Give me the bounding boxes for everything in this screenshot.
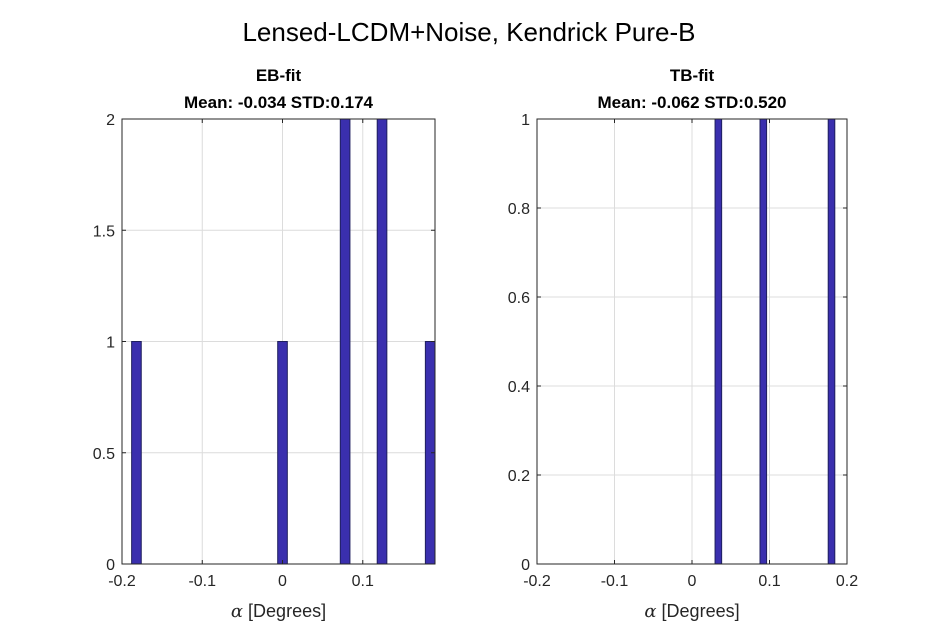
eb-fit-xlabel-text: [Degrees] (243, 601, 326, 621)
tb-fit-xlabel-symbol: α (644, 601, 656, 622)
tb-fit-ytick-label-0: 0 (521, 557, 530, 574)
eb-fit-subtitle: Mean: -0.034 STD:0.174 (184, 93, 374, 112)
eb-fit-ytick-label-0: 0 (106, 557, 115, 574)
tb-fit-ytick-label-5: 1 (521, 112, 530, 129)
tb-fit-ytick-label-3: 0.6 (508, 290, 530, 307)
figure-title: Lensed-LCDM+Noise, Kendrick Pure-B (242, 17, 695, 47)
tb-fit-bar-1 (759, 118, 768, 565)
eb-fit-panel: -0.2 -0.1 0 0.1 0 0.5 1 1.5 2 EB-fit Mean: -0.034 … (93, 66, 436, 622)
tb-fit-xtick-label-3: 0.1 (758, 573, 780, 590)
eb-fit-title: EB-fit (256, 66, 302, 85)
eb-fit-bar-0 (131, 341, 142, 565)
tb-fit-panel: -0.2 -0.1 0 0.1 0.2 0 0.2 0.4 0.6 0.8 1 TB-fit Mean:… (508, 66, 858, 622)
eb-fit-xtick-label-1: -0.1 (188, 573, 216, 590)
tb-fit-bar-0 (714, 118, 723, 565)
tb-fit-subtitle: Mean: -0.062 STD:0.520 (598, 93, 787, 112)
eb-fit-ytick-label-3: 1.5 (93, 223, 115, 240)
tb-fit-title: TB-fit (670, 66, 715, 85)
tb-fit-xlabel-text: [Degrees] (657, 601, 740, 621)
tb-fit-xtick-label-4: 0.2 (836, 573, 858, 590)
eb-fit-xtick-label-2: 0 (278, 573, 287, 590)
eb-fit-xlabel: α [Degrees] (231, 601, 326, 622)
tb-fit-xtick-label-2: 0 (688, 573, 697, 590)
eb-fit-ytick-label-2: 1 (106, 335, 115, 352)
eb-fit-xtick-label-0: -0.2 (108, 573, 136, 590)
tb-fit-xlabel: α [Degrees] (644, 601, 739, 622)
eb-fit-xtick-label-3: 0.1 (352, 573, 374, 590)
tb-fit-ytick-label-1: 0.2 (508, 468, 530, 485)
eb-fit-bar-1 (277, 341, 288, 565)
eb-fit-xlabel-symbol: α (231, 601, 243, 622)
eb-fit-bar-2 (339, 118, 351, 565)
eb-fit-ytick-label-1: 0.5 (93, 446, 115, 463)
eb-fit-ytick-label-4: 2 (106, 112, 115, 129)
tb-fit-xtick-label-0: -0.2 (523, 573, 551, 590)
tb-fit-ytick-label-4: 0.8 (508, 201, 530, 218)
tb-fit-ytick-label-2: 0.4 (508, 379, 530, 396)
tb-fit-xtick-label-1: -0.1 (601, 573, 629, 590)
eb-fit-bar-3 (376, 118, 388, 565)
tb-fit-bar-2 (827, 118, 836, 565)
